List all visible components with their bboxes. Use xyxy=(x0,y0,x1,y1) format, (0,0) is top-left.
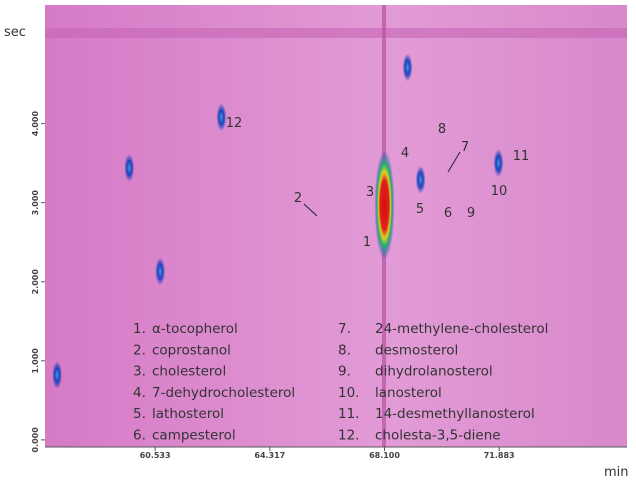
legend-name: 14-desmethyllanosterol xyxy=(375,406,535,422)
x-tick-label: 71.883 xyxy=(484,451,515,460)
legend-number: 2. xyxy=(133,342,146,358)
legend-name: 7-dehydrocholesterol xyxy=(152,385,295,401)
y-tick-label: 3.000 xyxy=(31,190,40,216)
plot-area xyxy=(45,5,627,447)
peak xyxy=(124,153,135,182)
legend-number: 12. xyxy=(338,428,359,444)
legend-name: 24-methylene-cholesterol xyxy=(375,321,548,337)
peak-label: 1 xyxy=(363,235,371,250)
peak xyxy=(374,150,395,261)
y-axis-label: sec xyxy=(4,25,26,40)
peak xyxy=(415,165,426,194)
peak-label: 11 xyxy=(513,149,530,164)
peak-label: 4 xyxy=(401,146,409,161)
x-tick-label: 60.533 xyxy=(140,451,171,460)
legend-name: coprostanol xyxy=(152,342,231,358)
y-tick-label: 4.000 xyxy=(31,111,40,137)
legend-name: lathosterol xyxy=(152,406,224,422)
peak-label: 10 xyxy=(491,184,508,199)
peak xyxy=(52,361,63,390)
band xyxy=(45,28,627,38)
peak-label: 5 xyxy=(416,202,424,217)
legend-name: dihydrolanosterol xyxy=(375,364,493,380)
peak-label: 8 xyxy=(438,122,446,137)
legend-number: 6. xyxy=(133,428,146,444)
legend-name: desmosterol xyxy=(375,342,458,358)
legend-name: campesterol xyxy=(152,428,236,444)
peak-label: 6 xyxy=(444,206,452,221)
legend-number: 7. xyxy=(338,321,351,337)
peak-label: 7 xyxy=(461,140,469,155)
legend-name: cholesta-3,5-diene xyxy=(375,428,501,444)
peak-label: 9 xyxy=(467,206,475,221)
peak xyxy=(216,103,227,132)
legend-name: α-tocopherol xyxy=(152,321,238,337)
leader-line xyxy=(447,151,461,173)
legend-number: 1. xyxy=(133,321,146,337)
legend-number: 9. xyxy=(338,364,351,380)
peak xyxy=(155,257,166,286)
legend-number: 10. xyxy=(338,385,359,401)
peak xyxy=(402,53,413,82)
y-tick-label: 2.000 xyxy=(31,269,40,295)
peak xyxy=(493,149,504,178)
x-tick-label: 68.100 xyxy=(369,451,400,460)
legend-number: 8. xyxy=(338,342,351,358)
peak-label: 3 xyxy=(366,185,374,200)
legend-number: 11. xyxy=(338,406,359,422)
y-tick-label: 0.000 xyxy=(31,427,40,453)
legend-name: cholesterol xyxy=(152,364,226,380)
peak-label: 2 xyxy=(294,191,302,206)
x-tick-label: 64.317 xyxy=(254,451,285,460)
legend-number: 4. xyxy=(133,385,146,401)
leader-line xyxy=(303,203,318,217)
legend-name: lanosterol xyxy=(375,385,442,401)
legend-number: 3. xyxy=(133,364,146,380)
peak-label: 12 xyxy=(226,116,243,131)
y-tick-label: 1.000 xyxy=(31,348,40,374)
legend-number: 5. xyxy=(133,406,146,422)
x-axis-label: min xyxy=(604,465,629,480)
